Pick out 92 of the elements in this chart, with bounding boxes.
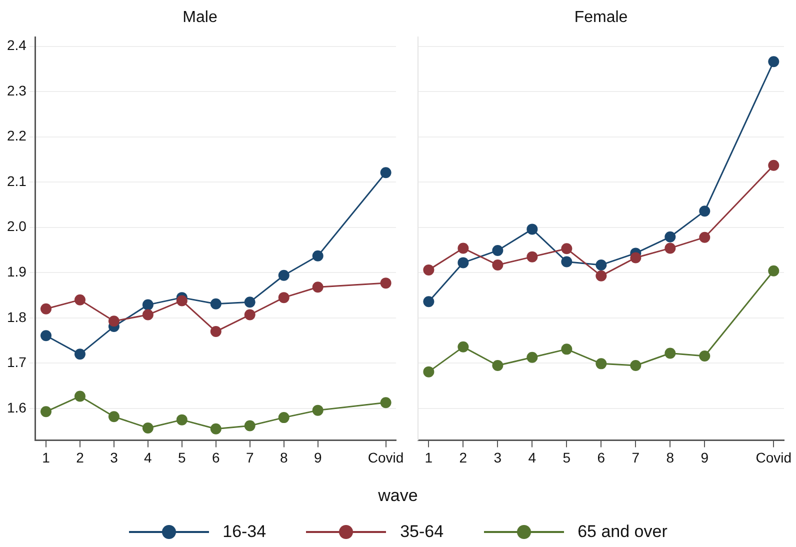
point [526, 251, 538, 262]
y-tick-label: 1.7 [6, 354, 27, 370]
point [492, 259, 504, 270]
y-tick-label: 2.3 [6, 82, 27, 98]
point [210, 298, 222, 310]
point [176, 295, 188, 306]
y-tick-label: 1.8 [6, 308, 27, 325]
point [244, 309, 256, 320]
point [142, 309, 154, 320]
point [630, 360, 642, 371]
point [278, 270, 290, 281]
x-tick-label: 7 [246, 449, 254, 466]
point [699, 350, 710, 362]
point [380, 397, 392, 408]
point [526, 224, 538, 235]
x-tick-label: 6 [597, 449, 606, 466]
x-tick-label: 4 [144, 449, 152, 466]
point [492, 244, 504, 256]
point [492, 360, 504, 371]
point [312, 250, 324, 262]
x-tick-label: 1 [424, 449, 433, 466]
x-tick-label: 3 [494, 449, 502, 466]
point [380, 278, 392, 289]
point [142, 422, 154, 434]
x-tick-label: 9 [314, 449, 322, 466]
point [526, 352, 538, 363]
point [423, 296, 434, 308]
x-tick-label: Covid [756, 449, 792, 466]
point [312, 282, 324, 293]
point [142, 299, 154, 310]
point [244, 296, 256, 308]
point [664, 242, 676, 254]
y-tick-label: 2.0 [6, 218, 27, 234]
y-tick-label: 2.1 [6, 172, 27, 189]
x-tick-label: 6 [212, 449, 220, 466]
x-tick-label: 9 [700, 449, 709, 466]
legend-label: 35-64 [400, 522, 444, 542]
point [40, 303, 52, 314]
x-axis-title: wave [377, 486, 419, 506]
y-tick-label: 2.4 [6, 37, 27, 54]
point [108, 411, 120, 422]
point [176, 414, 188, 426]
x-tick-label: 8 [280, 449, 288, 466]
point [561, 256, 572, 268]
point [423, 264, 434, 276]
point [664, 231, 676, 242]
point [210, 423, 222, 434]
y-tick-label: 1.9 [6, 264, 27, 280]
point [108, 316, 120, 327]
x-tick-label: 1 [42, 449, 50, 466]
point [561, 243, 572, 254]
legend-label: 65 and over [578, 522, 668, 542]
x-tick-label: 5 [178, 449, 186, 466]
point [458, 341, 469, 352]
x-tick-label: 5 [562, 449, 571, 466]
point [40, 406, 52, 418]
point [312, 404, 324, 416]
x-tick-label: 3 [110, 449, 118, 466]
point [699, 206, 710, 217]
chart-title: Male [182, 9, 218, 26]
point [244, 420, 256, 432]
point [380, 167, 392, 178]
y-tick-label: 1.6 [6, 399, 27, 416]
point [423, 366, 434, 378]
point [278, 292, 290, 304]
chart-title: Female [574, 9, 628, 26]
x-tick-label: 2 [459, 449, 468, 466]
point [768, 56, 780, 68]
point [596, 358, 607, 370]
point [278, 412, 290, 424]
point [768, 265, 780, 276]
point [458, 242, 469, 254]
y-tick-label: 2.2 [6, 128, 27, 144]
point [74, 348, 86, 360]
point [699, 232, 710, 243]
point [596, 270, 607, 282]
point [40, 330, 52, 342]
point [210, 326, 222, 338]
x-tick-label: 7 [632, 449, 640, 466]
point [664, 348, 676, 359]
point [74, 294, 86, 306]
point [74, 390, 86, 402]
legend-label: 16-34 [222, 522, 266, 542]
x-tick-label: Covid [368, 449, 404, 466]
point [630, 252, 642, 264]
point [768, 160, 780, 171]
x-tick-label: 2 [76, 449, 84, 466]
point [561, 344, 572, 355]
x-tick-label: 4 [528, 449, 536, 466]
point [458, 257, 469, 268]
x-tick-label: 8 [666, 449, 674, 466]
point [596, 259, 607, 270]
